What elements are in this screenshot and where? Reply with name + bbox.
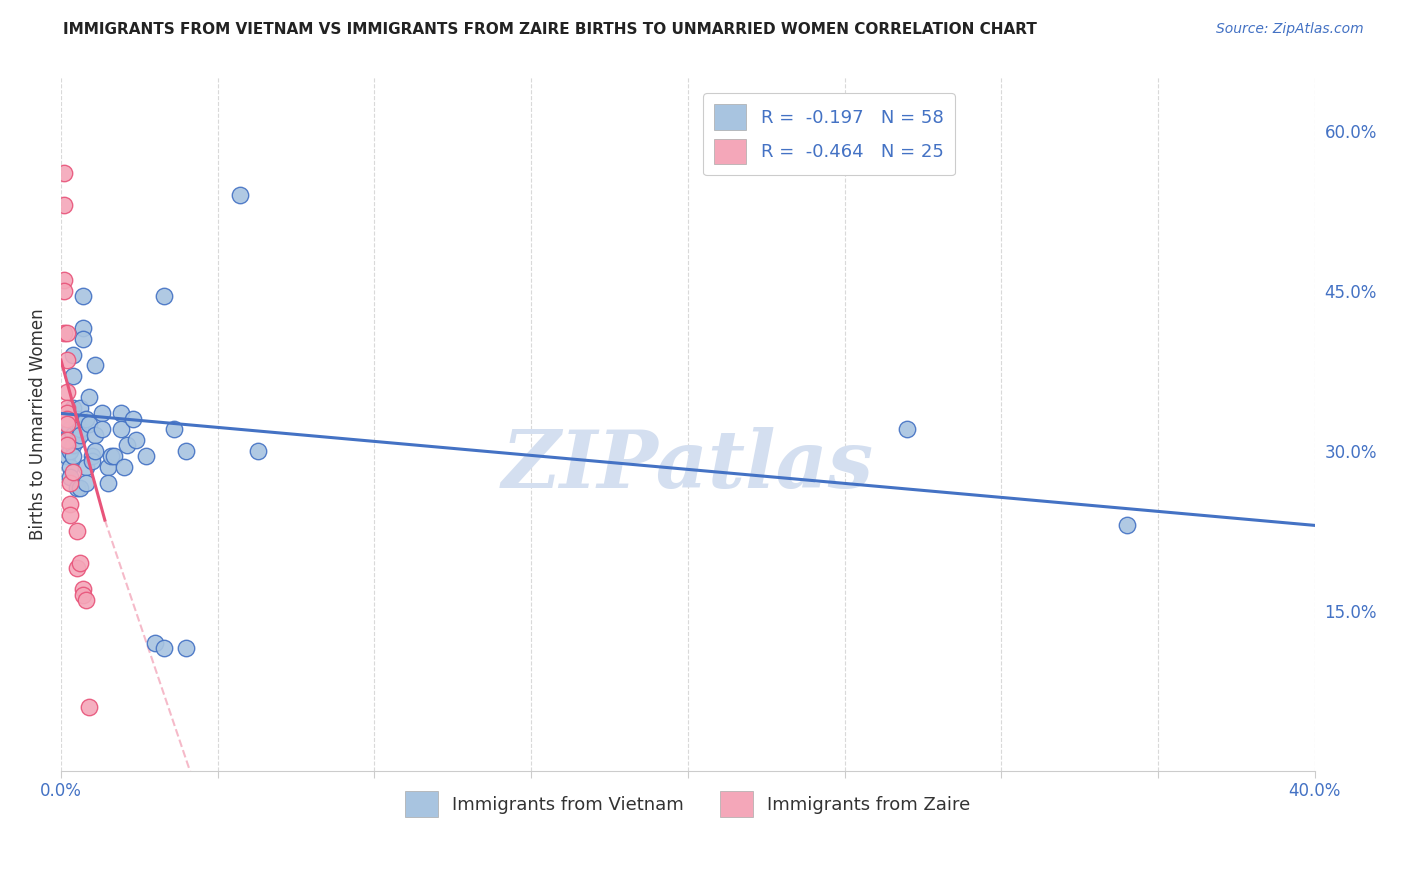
Point bbox=[56, 433, 79, 447]
Point bbox=[97, 459, 120, 474]
Point bbox=[72, 289, 94, 303]
Point bbox=[77, 699, 100, 714]
Point bbox=[56, 438, 79, 452]
Text: ZIPatlas: ZIPatlas bbox=[502, 427, 875, 504]
Point bbox=[65, 561, 87, 575]
Point bbox=[135, 449, 157, 463]
Point bbox=[62, 401, 84, 415]
Point bbox=[65, 524, 87, 538]
Point bbox=[143, 636, 166, 650]
Point bbox=[65, 411, 87, 425]
Point bbox=[56, 385, 79, 400]
Point bbox=[110, 422, 132, 436]
Point bbox=[176, 641, 198, 656]
Point bbox=[69, 556, 91, 570]
Point bbox=[69, 481, 91, 495]
Point bbox=[75, 475, 97, 490]
Point bbox=[59, 497, 82, 511]
Point bbox=[56, 326, 79, 341]
Point bbox=[56, 411, 79, 425]
Point bbox=[90, 422, 112, 436]
Point bbox=[82, 449, 104, 463]
Point bbox=[115, 438, 138, 452]
Point bbox=[53, 326, 76, 341]
Point bbox=[75, 593, 97, 607]
Point bbox=[122, 411, 145, 425]
Point bbox=[59, 475, 82, 490]
Point bbox=[77, 417, 100, 431]
Point bbox=[62, 438, 84, 452]
Point bbox=[69, 401, 91, 415]
Point bbox=[56, 411, 79, 425]
Point bbox=[56, 401, 79, 415]
Point bbox=[82, 454, 104, 468]
Point bbox=[84, 359, 107, 373]
Point bbox=[62, 369, 84, 384]
Point bbox=[62, 449, 84, 463]
Point bbox=[56, 433, 79, 447]
Point bbox=[56, 353, 79, 368]
Point bbox=[103, 449, 125, 463]
Point bbox=[62, 427, 84, 442]
Point bbox=[62, 348, 84, 362]
Point bbox=[72, 332, 94, 346]
Point bbox=[896, 422, 918, 436]
Point bbox=[59, 470, 82, 484]
Point bbox=[59, 508, 82, 522]
Point bbox=[53, 166, 76, 180]
Point bbox=[65, 433, 87, 447]
Point bbox=[53, 273, 76, 287]
Point bbox=[84, 427, 107, 442]
Point bbox=[153, 641, 176, 656]
Y-axis label: Births to Unmarried Women: Births to Unmarried Women bbox=[30, 309, 46, 540]
Point bbox=[53, 284, 76, 298]
Point bbox=[72, 582, 94, 597]
Point bbox=[110, 406, 132, 420]
Point bbox=[100, 449, 122, 463]
Point bbox=[59, 459, 82, 474]
Point bbox=[56, 420, 79, 434]
Point bbox=[56, 449, 79, 463]
Point bbox=[228, 187, 250, 202]
Point bbox=[125, 433, 148, 447]
Point bbox=[69, 422, 91, 436]
Point bbox=[56, 417, 79, 431]
Point bbox=[97, 475, 120, 490]
Point bbox=[65, 417, 87, 431]
Legend: Immigrants from Vietnam, Immigrants from Zaire: Immigrants from Vietnam, Immigrants from… bbox=[398, 784, 977, 824]
Point bbox=[69, 427, 91, 442]
Point bbox=[59, 422, 82, 436]
Point bbox=[153, 289, 176, 303]
Point bbox=[59, 443, 82, 458]
Point bbox=[75, 411, 97, 425]
Point bbox=[75, 459, 97, 474]
Point bbox=[176, 443, 198, 458]
Point bbox=[77, 391, 100, 405]
Text: Source: ZipAtlas.com: Source: ZipAtlas.com bbox=[1216, 22, 1364, 37]
Point bbox=[65, 481, 87, 495]
Point bbox=[72, 588, 94, 602]
Point bbox=[53, 198, 76, 212]
Text: IMMIGRANTS FROM VIETNAM VS IMMIGRANTS FROM ZAIRE BIRTHS TO UNMARRIED WOMEN CORRE: IMMIGRANTS FROM VIETNAM VS IMMIGRANTS FR… bbox=[63, 22, 1038, 37]
Point bbox=[72, 321, 94, 335]
Point bbox=[112, 459, 135, 474]
Point bbox=[84, 443, 107, 458]
Point bbox=[1115, 518, 1137, 533]
Point bbox=[247, 443, 270, 458]
Point bbox=[56, 406, 79, 420]
Point bbox=[62, 465, 84, 479]
Point bbox=[90, 406, 112, 420]
Point bbox=[163, 422, 186, 436]
